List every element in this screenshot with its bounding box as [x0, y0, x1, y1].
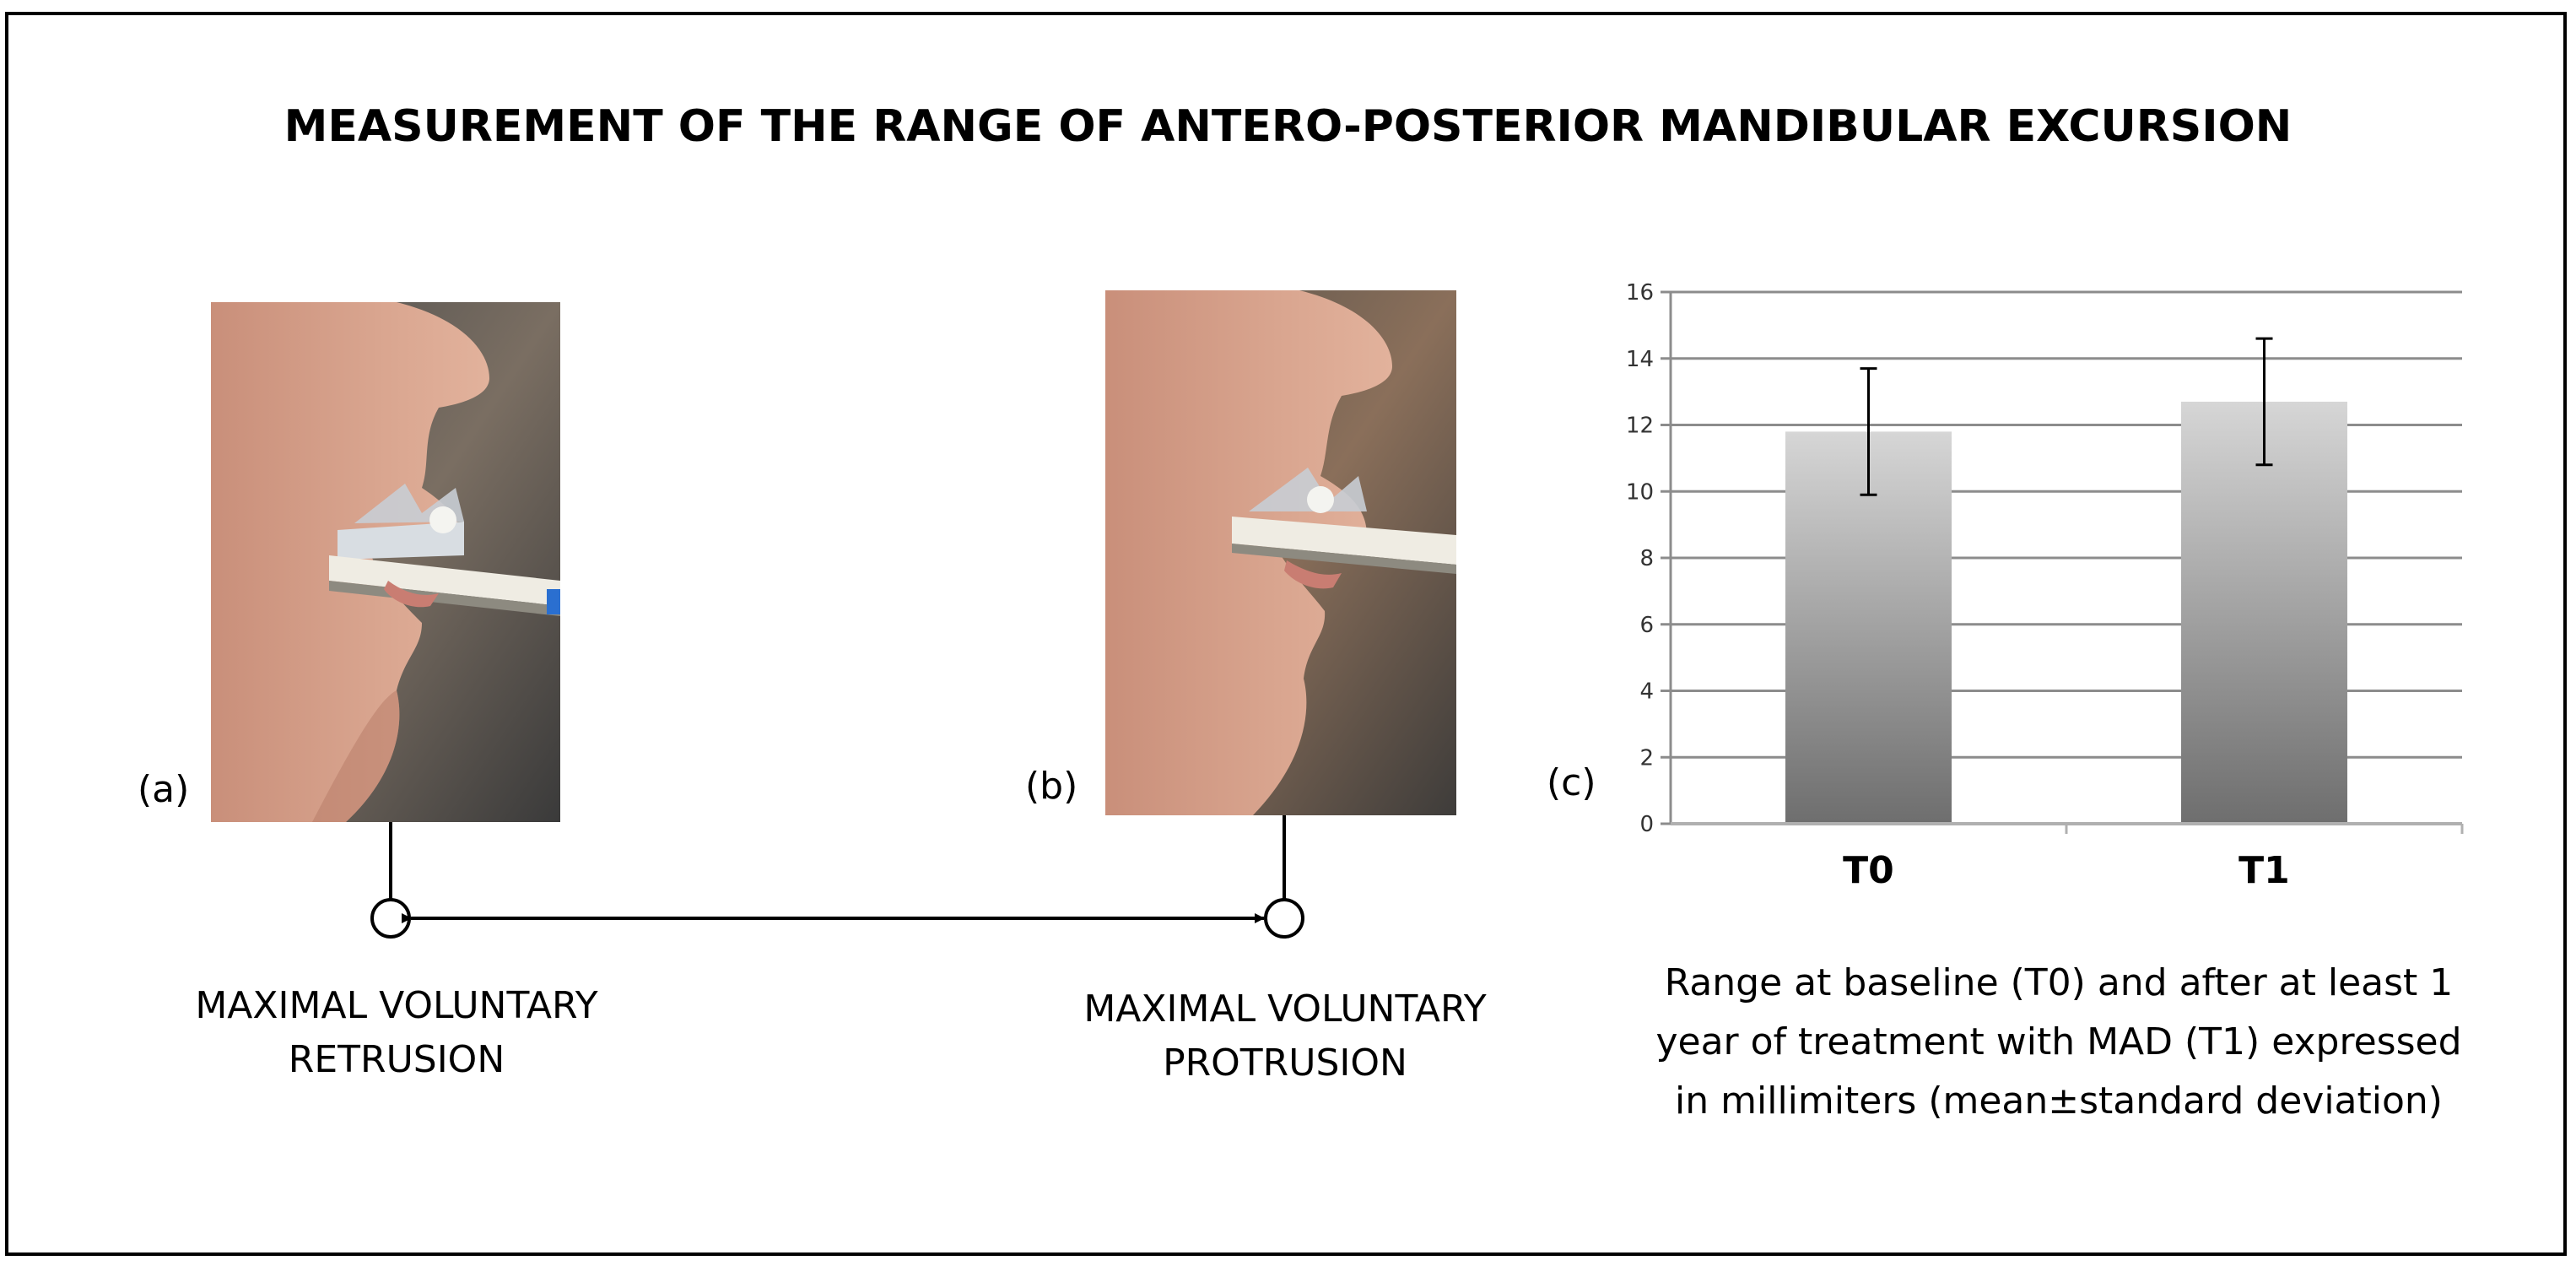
chart-caption-line1: Range at baseline (T0) and after at leas… — [1664, 961, 2454, 1004]
chart-axes — [1661, 290, 2464, 834]
bar-T1 — [2181, 401, 2347, 824]
photo-protrusion — [1105, 290, 1456, 815]
marker-b — [1264, 898, 1304, 939]
figure-title: MEASUREMENT OF THE RANGE OF ANTERO-POSTE… — [284, 101, 2292, 152]
caption-protrusion-line2: PROTRUSION — [1163, 1041, 1407, 1085]
ytick-label-0: 0 — [1639, 812, 1654, 837]
ytick-label-5: 10 — [1626, 479, 1654, 505]
ytick-label-1: 2 — [1639, 745, 1654, 771]
ytick-label-2: 4 — [1639, 679, 1654, 705]
caption-retrusion-line2: RETRUSION — [288, 1038, 505, 1081]
caption-protrusion-line1: MAXIMAL VOLUNTARY — [1083, 987, 1487, 1031]
panel-label-a: (a) — [138, 768, 190, 811]
marker-a — [370, 898, 411, 939]
ytick-label-7: 14 — [1626, 347, 1654, 372]
panel-label-b: (b) — [1025, 765, 1078, 808]
chart-error-bars — [1860, 337, 2273, 496]
chart-bars — [1785, 401, 2347, 824]
ytick-label-3: 6 — [1639, 613, 1654, 638]
bar-chart: 0 2 4 6 8 10 12 14 16 T0 T1 — [1626, 280, 2464, 892]
chart-caption: Range at baseline (T0) and after at leas… — [1586, 954, 2531, 1131]
caption-protrusion: MAXIMAL VOLUNTARY PROTRUSION — [1023, 982, 1547, 1090]
caption-retrusion-line1: MAXIMAL VOLUNTARY — [195, 984, 598, 1027]
figure-frame — [5, 12, 2567, 1256]
category-label-T1: T1 — [2238, 849, 2290, 892]
ytick-label-6: 12 — [1626, 414, 1654, 439]
chart-caption-line3: in millimiters (mean±standard deviation) — [1675, 1079, 2443, 1123]
bar-T0 — [1785, 431, 1952, 824]
photo-retrusion — [211, 302, 560, 822]
panel-label-c: (c) — [1547, 761, 1596, 804]
caption-retrusion: MAXIMAL VOLUNTARY RETRUSION — [135, 979, 658, 1087]
ytick-label-8: 16 — [1626, 280, 1654, 306]
category-label-T0: T0 — [1843, 849, 1894, 892]
chart-caption-line2: year of treatment with MAD (T1) expresse… — [1655, 1020, 2462, 1063]
ytick-label-4: 8 — [1639, 546, 1654, 571]
chart-labels: 0 2 4 6 8 10 12 14 16 T0 T1 — [1626, 280, 2290, 892]
